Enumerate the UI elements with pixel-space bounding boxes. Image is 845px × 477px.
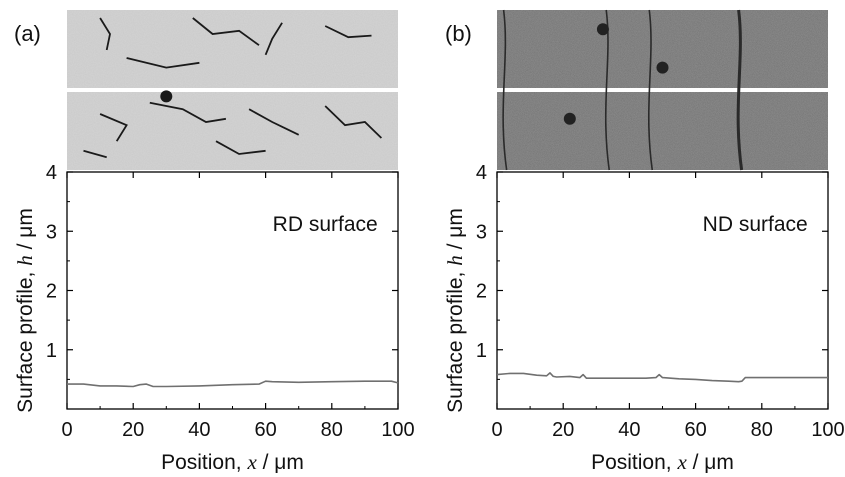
panel-a: 0 20 40 60 80 100 1 2 3 4 Position, x / μm Surface … xyxy=(13,10,415,474)
surface-profile-line xyxy=(67,380,399,388)
y-tick-label: 1 xyxy=(476,340,487,362)
micrograph-crack xyxy=(99,17,111,51)
x-axis-title: Position, x / μm xyxy=(161,450,304,474)
x-tick-label: 80 xyxy=(321,419,343,441)
x-tick-label: 40 xyxy=(618,419,640,441)
micrograph-pit xyxy=(596,23,609,36)
micrograph-crack xyxy=(83,149,107,159)
y-tick-label: 4 xyxy=(46,162,57,184)
micrograph-divider xyxy=(497,88,828,92)
x-tick-label: 100 xyxy=(381,419,414,441)
micrograph-pit xyxy=(160,90,173,103)
surface-profile-line xyxy=(496,372,828,383)
surface-annotation: RD surface xyxy=(273,213,378,236)
y-tick-label: 4 xyxy=(476,162,487,184)
y-tick-label: 3 xyxy=(46,221,57,243)
panel-label: (b) xyxy=(445,21,472,46)
x-tick-label: 60 xyxy=(684,419,706,441)
y-tick-label: 1 xyxy=(46,340,57,362)
micrograph-crack xyxy=(192,17,260,46)
micrograph-crack xyxy=(324,25,372,39)
x-tick-label: 20 xyxy=(552,419,574,441)
micrograph-texture xyxy=(67,92,398,170)
micrograph-boundary xyxy=(647,9,654,171)
x-tick-label: 80 xyxy=(751,419,773,441)
x-tick-label: 100 xyxy=(811,419,844,441)
micrograph-boundary xyxy=(502,9,508,171)
y-tick-label: 3 xyxy=(476,221,487,243)
micrograph-pit xyxy=(656,61,669,74)
panel-label: (a) xyxy=(14,21,41,46)
x-tick-label: 40 xyxy=(188,419,210,441)
micrograph-pit xyxy=(563,112,576,125)
micrograph-texture xyxy=(497,92,828,170)
micrograph-boundary xyxy=(736,9,744,171)
x-axis-title: Position, x / μm xyxy=(591,450,734,474)
plot-frame xyxy=(496,171,829,410)
surface-annotation: ND surface xyxy=(703,213,808,236)
micrograph-crack xyxy=(215,140,266,155)
x-tick-label: 60 xyxy=(254,419,276,441)
x-tick-label: 0 xyxy=(61,419,72,441)
y-tick-label: 2 xyxy=(46,281,57,303)
micrograph-crack xyxy=(324,105,383,139)
micrograph-crack xyxy=(248,108,300,136)
micrograph-crack xyxy=(149,101,227,123)
micrograph-crack xyxy=(126,57,200,69)
plot-frame xyxy=(66,171,399,410)
panel-b: 0 20 40 60 80 100 1 2 3 4 Position, x / μm Surface … xyxy=(443,9,845,474)
micrograph-crack xyxy=(264,22,283,56)
y-tick-label: 2 xyxy=(476,281,487,303)
micrograph-crack xyxy=(99,113,128,142)
micrograph-divider xyxy=(67,88,398,92)
micrograph-texture xyxy=(497,10,828,88)
x-tick-label: 0 xyxy=(491,419,502,441)
y-axis-title: Surface profile, h / μm xyxy=(13,208,37,413)
micrograph-texture xyxy=(67,10,398,88)
x-tick-label: 20 xyxy=(122,419,144,441)
y-axis-title: Surface profile, h / μm xyxy=(443,208,467,413)
